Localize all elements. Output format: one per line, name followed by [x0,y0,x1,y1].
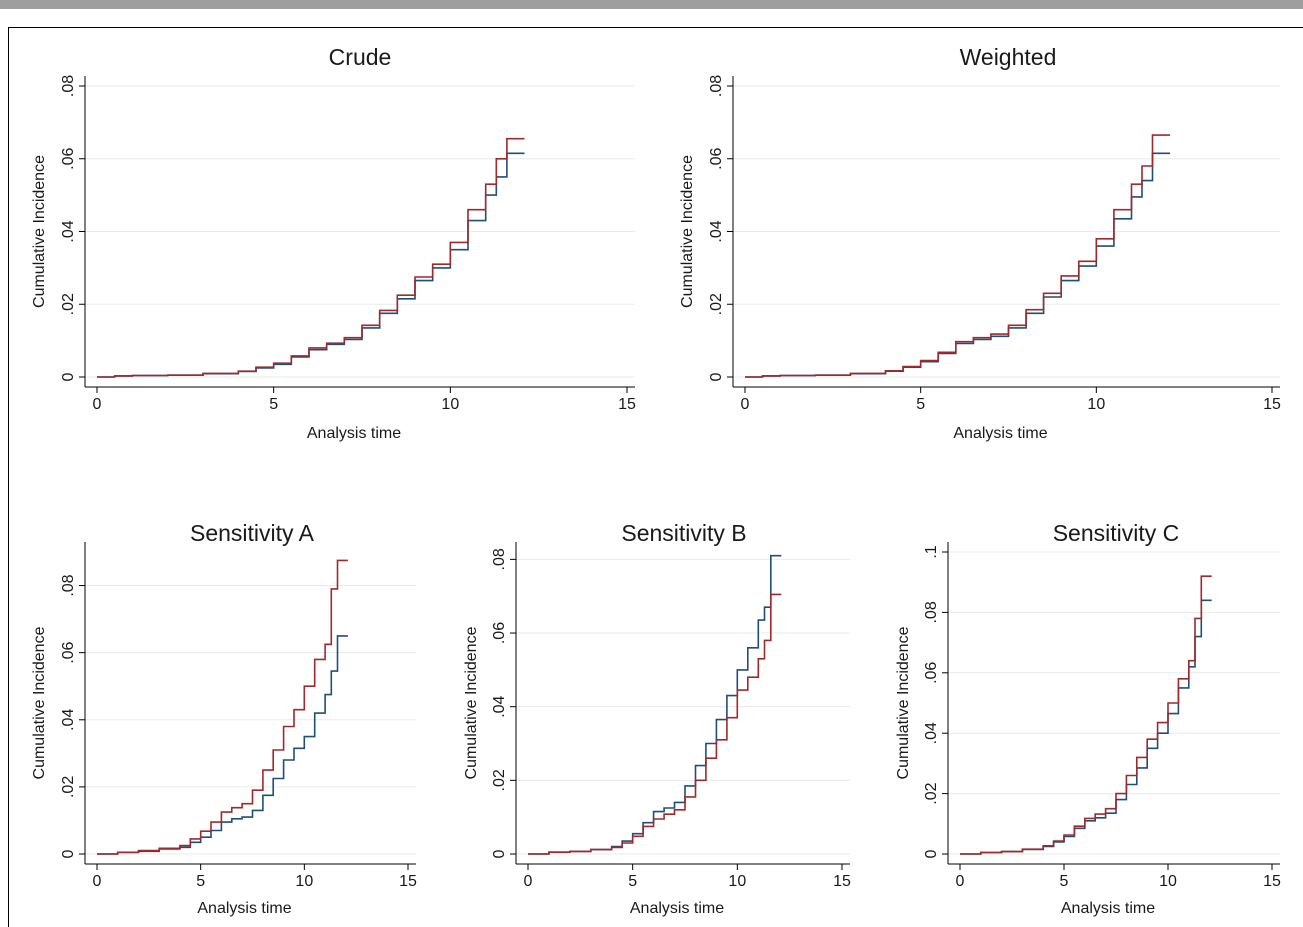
series-line-2 [745,134,1171,378]
y-tick-label: .04 [60,709,77,731]
panel-title: Sensitivity A [190,520,315,546]
y-tick-label: .08 [60,75,77,97]
x-tick-label: 15 [399,873,417,890]
x-tick-label: 0 [93,873,102,890]
y-tick-label: 0 [923,849,940,858]
x-tick-label: 5 [1060,873,1069,890]
y-tick-label: .08 [923,601,940,623]
y-tick-label: .06 [923,662,940,684]
y-axis-label: Cumulative Incidence [31,155,48,308]
series-line-2 [97,137,525,378]
series-line-1 [528,554,782,855]
x-tick-label: 5 [916,396,925,413]
plot-panel-3: Sensitivity A 0 .02 .04 .06 .08 0 5 10 15 Analysis… [31,520,417,917]
x-tick-label: 15 [1263,396,1281,413]
series-line-2 [960,575,1212,855]
x-axis-label: Analysis time [630,900,724,917]
x-tick-label: 5 [269,396,278,413]
y-tick-label: .02 [60,293,77,315]
y-tick-label: .06 [60,148,77,170]
x-tick-label: 0 [956,873,965,890]
plot-panel-4: Sensitivity B 0 .02 .04 .06 .08 0 5 10 15 Analysis… [463,520,851,917]
plot-panel-1: Crude 0 .02 .04 .06 .08 0 5 10 15 Analysis time Cum… [31,44,636,442]
y-tick-label: .06 [491,622,508,644]
plot-panel-2: Weighted 0 .02 .04 .06 .08 0 5 10 15 Analysis time… [679,44,1281,442]
y-tick-label: 0 [60,372,77,381]
y-tick-label: .04 [60,220,77,242]
x-tick-label: 15 [618,396,636,413]
y-tick-label: .02 [923,782,940,804]
y-tick-label: .08 [491,548,508,570]
series-line-2 [97,559,348,855]
y-tick-label: .02 [60,776,77,798]
x-tick-label: 0 [741,396,750,413]
y-tick-label: .04 [708,220,725,242]
x-tick-label: 10 [295,873,313,890]
series-line-1 [97,635,348,855]
y-tick-label: .08 [708,75,725,97]
y-tick-label: .02 [708,293,725,315]
figure-frame [8,27,1303,927]
panel-title: Weighted [960,44,1057,70]
x-tick-label: 5 [628,873,637,890]
x-tick-label: 0 [93,396,102,413]
y-tick-label: .02 [491,769,508,791]
panel-title: Sensitivity C [1053,520,1180,546]
y-axis-label: Cumulative Incidence [463,626,480,779]
series-line-2 [528,593,782,855]
x-tick-label: 10 [441,396,459,413]
y-tick-label: .04 [491,695,508,717]
y-tick-label: .08 [60,574,77,596]
y-tick-label: .1 [923,545,940,558]
x-tick-label: 10 [1087,396,1105,413]
x-axis-label: Analysis time [307,425,401,442]
y-tick-label: 0 [708,372,725,381]
x-axis-label: Analysis time [1061,900,1155,917]
x-tick-label: 5 [196,873,205,890]
y-tick-label: .04 [923,722,940,744]
panel-title: Crude [329,44,392,70]
y-tick-label: 0 [60,849,77,858]
plot-panel-5: Sensitivity C 0 .02 .04 .06 .08 .1 0 5 10 15 Analys… [895,520,1281,917]
x-tick-label: 10 [1159,873,1177,890]
y-tick-label: .06 [60,641,77,663]
x-tick-label: 15 [1263,873,1281,890]
x-tick-label: 10 [728,873,746,890]
y-tick-label: .06 [708,148,725,170]
x-tick-label: 0 [524,873,533,890]
series-line-1 [745,152,1171,378]
x-tick-label: 15 [833,873,851,890]
x-axis-label: Analysis time [197,900,291,917]
top-divider-bar [0,0,1303,9]
panel-title: Sensitivity B [621,520,746,546]
series-line-1 [960,599,1212,855]
y-axis-label: Cumulative Incidence [895,626,912,779]
y-axis-label: Cumulative Incidence [679,155,696,308]
y-tick-label: 0 [491,849,508,858]
y-axis-label: Cumulative Incidence [31,626,48,779]
series-line-1 [97,152,525,378]
x-axis-label: Analysis time [953,425,1047,442]
